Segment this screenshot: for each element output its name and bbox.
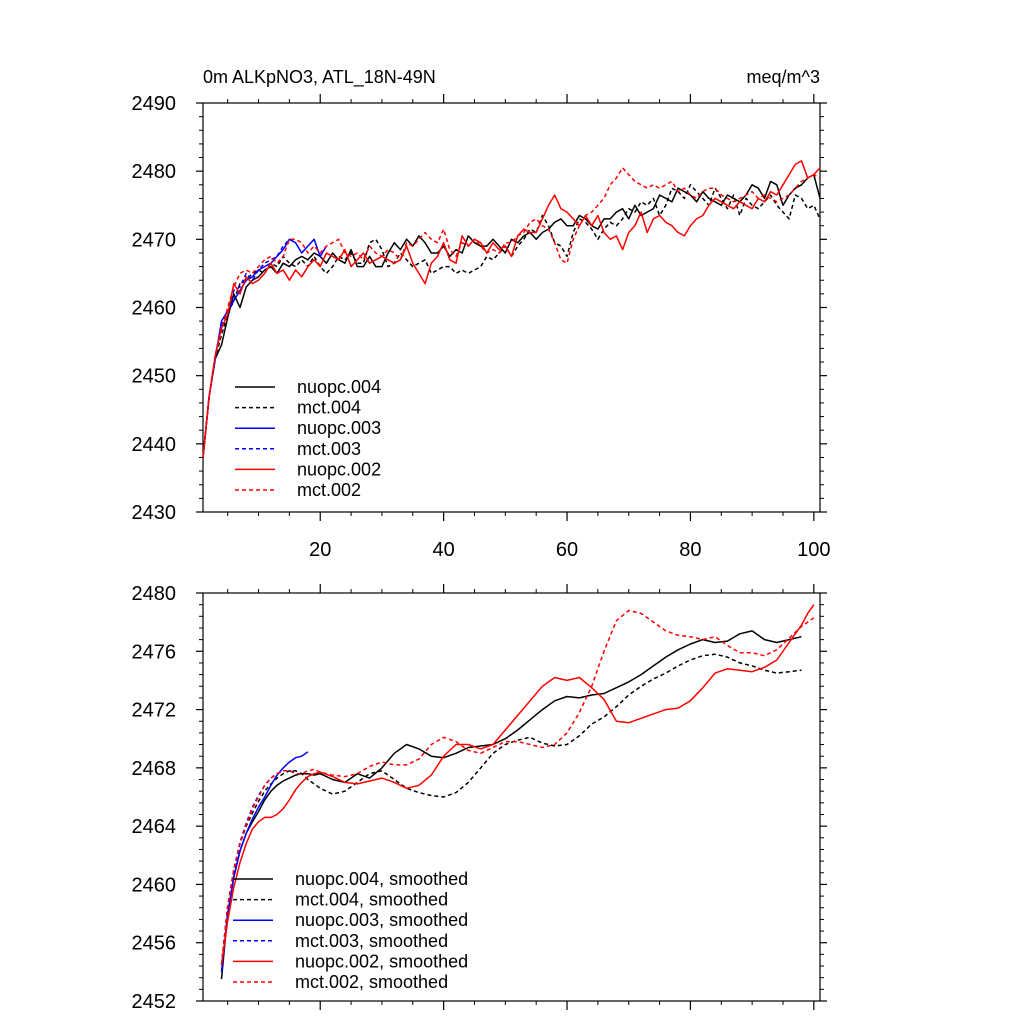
legend-label: nuopc.002 <box>297 459 381 479</box>
panel-top-units: meq/m^3 <box>747 67 820 87</box>
series-mct-004-line <box>202 184 821 458</box>
xtick-label: 60 <box>556 539 578 561</box>
ytick-label: 2470 <box>132 229 177 251</box>
xtick-label: 20 <box>309 539 331 561</box>
ytick-label: 2476 <box>132 641 177 663</box>
series-mct-003-smoothed-line <box>220 770 296 965</box>
series-mct-003-line <box>202 238 296 458</box>
ytick-label: 2472 <box>132 700 177 722</box>
ytick-label: 2456 <box>132 933 177 955</box>
series-nuopc-002-smoothed-line <box>220 604 815 965</box>
panel-top-series <box>202 160 821 458</box>
ytick-label: 2480 <box>132 583 177 605</box>
series-nuopc-004-smoothed-line <box>220 630 802 980</box>
ytick-label: 2460 <box>132 874 177 896</box>
legend-label: mct.003, smoothed <box>295 931 448 951</box>
panel-bottom-series <box>220 604 815 980</box>
xtick-label: 100 <box>797 539 830 561</box>
ytick-label: 2490 <box>132 93 177 115</box>
panel-bottom-ticks: 2452 2456 2460 2464 2468 2472 2476 2480 <box>132 583 827 1013</box>
series-mct-002-smoothed-line <box>220 609 815 965</box>
legend-label: mct.002, smoothed <box>295 972 448 992</box>
legend-label: mct.004, smoothed <box>295 890 448 910</box>
series-nuopc-002-line <box>202 160 821 458</box>
panel-top-legend: nuopc.004mct.004nuopc.003mct.003nuopc.00… <box>235 377 381 500</box>
legend-label: nuopc.004, smoothed <box>295 869 468 889</box>
panel-top-ticks: 2430 2440 2450 2460 2470 2480 2490 20 40 60 80 100 <box>132 93 831 561</box>
legend-label: nuopc.004 <box>297 377 381 397</box>
series-mct-002-line <box>202 167 821 458</box>
xtick-label: 80 <box>679 539 701 561</box>
legend-label: nuopc.003 <box>297 418 381 438</box>
panel-top-frame <box>202 102 821 513</box>
series-nuopc-003-smoothed-line <box>220 751 309 972</box>
legend-label: mct.003 <box>297 439 361 459</box>
panel-top-title: 0m ALKpNO3, ATL_18N-49N <box>203 67 436 88</box>
ytick-label: 2468 <box>132 758 177 780</box>
series-nuopc-003-line <box>202 238 328 458</box>
legend-label: mct.004 <box>297 398 361 418</box>
ytick-label: 2480 <box>132 161 177 183</box>
panel-bottom: 2452 2456 2460 2464 2468 2472 2476 2480 nuopc.0… <box>132 583 827 1013</box>
xtick-label: 40 <box>433 539 455 561</box>
ytick-label: 2430 <box>132 502 177 524</box>
ytick-label: 2460 <box>132 298 177 320</box>
ytick-label: 2450 <box>132 366 177 388</box>
panel-top: 0m ALKpNO3, ATL_18N-49N meq/m^3 2430 2440… <box>132 67 831 561</box>
ytick-label: 2452 <box>132 991 177 1013</box>
series-mct-004-smoothed-line <box>220 653 802 965</box>
legend-label: mct.002 <box>297 480 361 500</box>
legend-label: nuopc.003, smoothed <box>295 910 468 930</box>
legend-label: nuopc.002, smoothed <box>295 951 468 971</box>
ytick-label: 2440 <box>132 434 177 456</box>
series-nuopc-004-line <box>202 173 821 458</box>
ytick-label: 2464 <box>132 816 177 838</box>
panel-bottom-frame <box>202 592 821 1002</box>
